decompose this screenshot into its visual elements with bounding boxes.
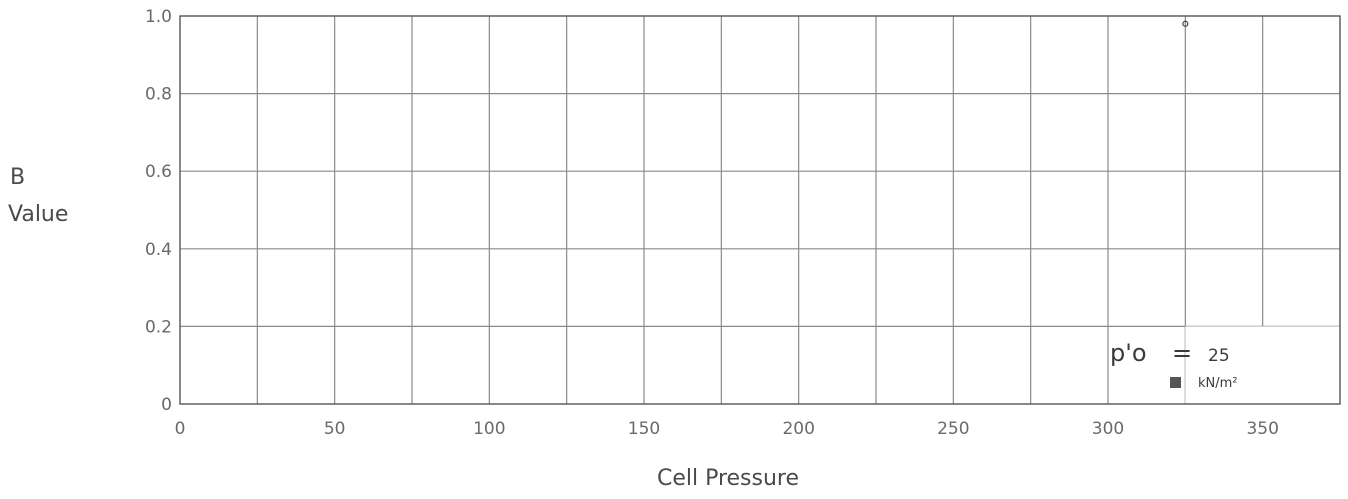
y-axis-label-line1: B xyxy=(10,165,25,190)
y-tick-labels: 0 0.2 0.4 0.6 0.8 1.0 xyxy=(145,7,172,415)
y-tick-label: 0.2 xyxy=(145,317,172,337)
legend-unit: kN/m² xyxy=(1198,376,1238,391)
legend-box xyxy=(1185,326,1340,404)
x-axis-label: Cell Pressure xyxy=(657,466,799,491)
x-tick-label: 50 xyxy=(324,419,346,439)
y-tick-label: 1.0 xyxy=(145,7,172,27)
x-tick-label: 0 xyxy=(175,419,186,439)
plot-border xyxy=(179,15,1341,405)
y-tick-label: 0.4 xyxy=(145,240,172,260)
y-tick-label: 0 xyxy=(161,395,172,415)
legend-value: 25 xyxy=(1208,346,1230,366)
x-tick-label: 100 xyxy=(473,419,505,439)
y-tick-label: 0.8 xyxy=(145,85,172,105)
x-tick-label: 250 xyxy=(937,419,969,439)
x-tick-label: 350 xyxy=(1246,419,1278,439)
y-axis-label-line2: Value xyxy=(8,202,68,227)
plot-frame xyxy=(179,15,1341,405)
y-tick-label: 0.6 xyxy=(145,162,172,182)
legend-background xyxy=(1185,326,1340,404)
x-tick-label: 200 xyxy=(782,419,814,439)
legend-equals: = xyxy=(1172,339,1192,367)
data-series xyxy=(1182,20,1189,27)
x-tick-label: 300 xyxy=(1092,419,1124,439)
data-point xyxy=(1182,20,1189,27)
x-tick-label: 150 xyxy=(628,419,660,439)
grid xyxy=(180,16,1340,404)
x-tick-labels: 0 50 100 150 200 250 300 350 xyxy=(175,419,1279,439)
legend: p'o = 25 kN/m² xyxy=(1110,339,1238,391)
legend-title: p'o xyxy=(1110,339,1147,367)
legend-marker-square xyxy=(1170,377,1181,388)
